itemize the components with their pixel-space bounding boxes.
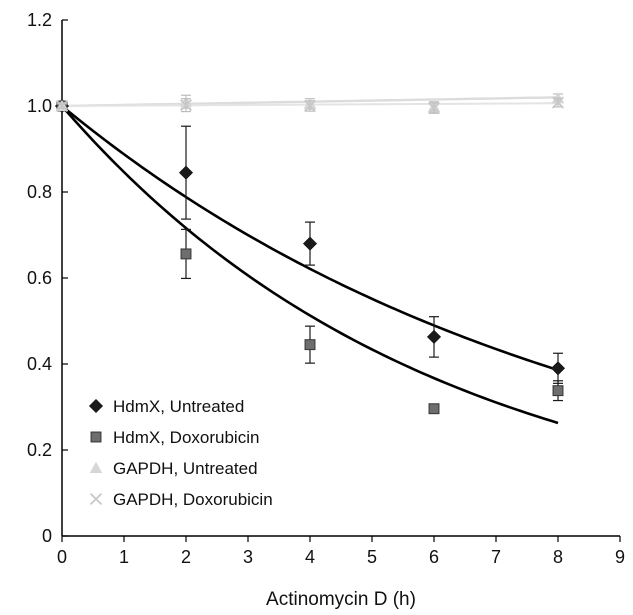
- data-point: [180, 248, 192, 260]
- legend: HdmX, Untreated HdmX, Doxorubicin GAPDH, U…: [88, 397, 273, 509]
- legend-marker: [89, 492, 103, 506]
- x-tick-label: 1: [119, 547, 129, 567]
- y-tick-label: 0.4: [27, 354, 52, 374]
- legend-item: HdmX, Untreated: [88, 397, 244, 416]
- x-tick-label: 9: [615, 547, 625, 567]
- legend-label: HdmX, Doxorubicin: [113, 428, 259, 447]
- legend-label: GAPDH, Doxorubicin: [113, 490, 273, 509]
- y-tick-label: 0: [42, 526, 52, 546]
- legend-item: GAPDH, Doxorubicin: [89, 490, 273, 509]
- data-point: [179, 99, 193, 112]
- legend-label: HdmX, Untreated: [113, 397, 244, 416]
- legend-label: GAPDH, Untreated: [113, 459, 258, 478]
- fit-curve-1: [61, 104, 559, 372]
- x-tick-label: 6: [429, 547, 439, 567]
- legend-marker: [89, 461, 103, 474]
- x-tick-label: 2: [181, 547, 191, 567]
- fit-curve-2: [61, 105, 559, 425]
- x-axis-title: Actinomycin D (h): [266, 589, 416, 610]
- y-tick-label: 0.2: [27, 440, 52, 460]
- x-tick-label: 8: [553, 547, 563, 567]
- x-tick-label: 7: [491, 547, 501, 567]
- legend-item: HdmX, Doxorubicin: [90, 428, 259, 447]
- y-tick-label: 0.8: [27, 182, 52, 202]
- y-tick-label: 1.0: [27, 96, 52, 116]
- x-tick-label: 3: [243, 547, 253, 567]
- y-tick-label: 0.6: [27, 268, 52, 288]
- data-point: [303, 99, 317, 113]
- data-point: [55, 99, 69, 113]
- data-point: [302, 236, 318, 251]
- data-point: [550, 361, 566, 376]
- data-point: [426, 329, 442, 345]
- plot-area: 0 0.2 0.4 0.6 0.8 1.0 1.2 0 1 2 3 4 5 6 7 8 9: [27, 10, 625, 567]
- legend-marker: [90, 431, 102, 443]
- x-tick-label: 4: [305, 547, 315, 567]
- data-point: [552, 385, 564, 397]
- legend-item: GAPDH, Untreated: [89, 459, 258, 478]
- data-point: [427, 102, 441, 115]
- x-tick-label: 5: [367, 547, 377, 567]
- data-point: [551, 96, 565, 109]
- y-tick-label: 1.2: [27, 10, 52, 30]
- x-tick-label: 0: [57, 547, 67, 567]
- data-point: [178, 165, 194, 180]
- data-point: [304, 339, 316, 351]
- data-point: [428, 403, 440, 415]
- legend-marker: [88, 398, 104, 414]
